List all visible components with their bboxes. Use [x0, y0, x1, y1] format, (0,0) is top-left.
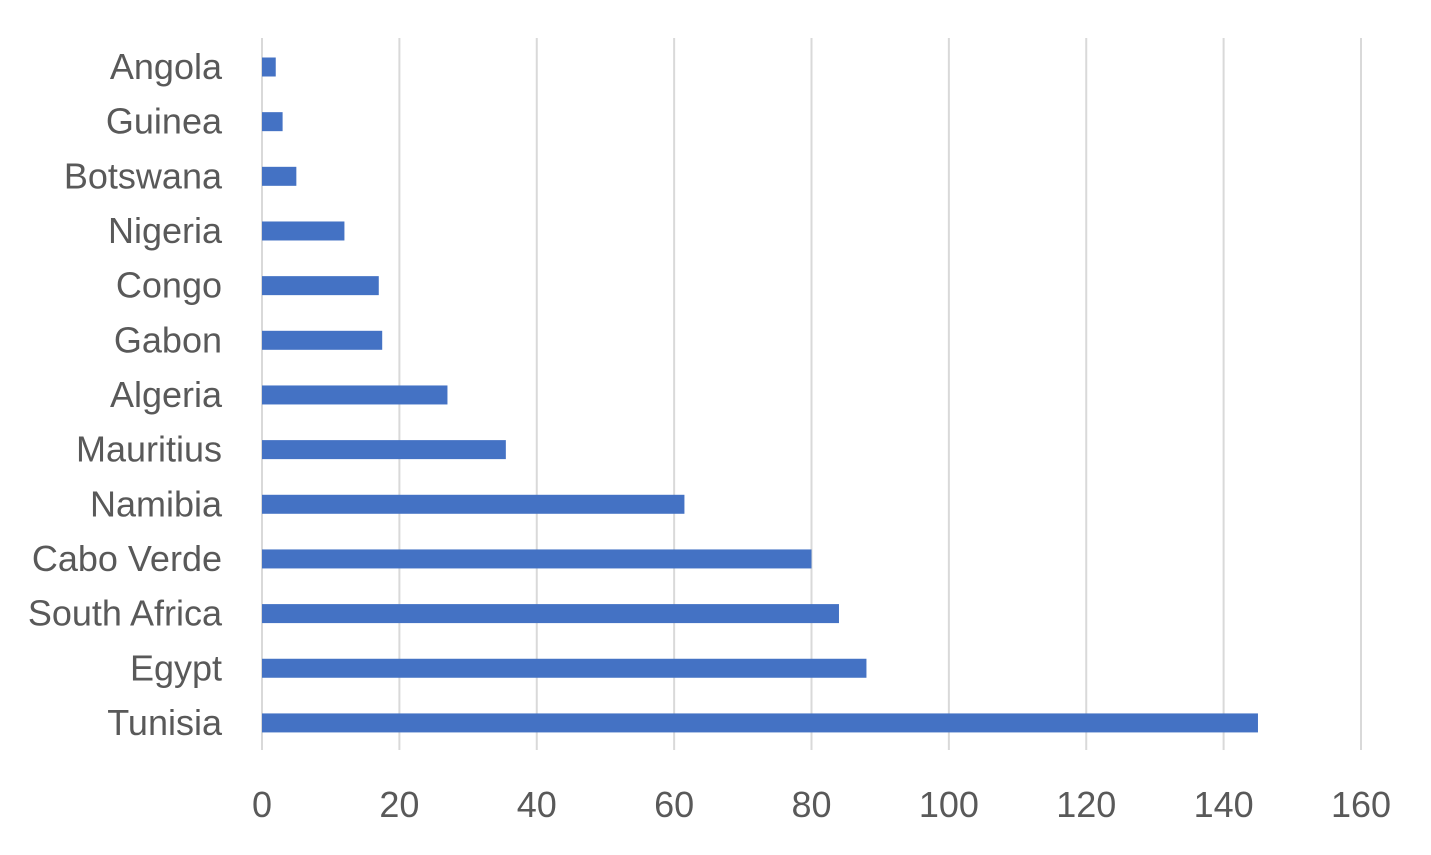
bar-nigeria: [262, 221, 345, 241]
bar-gabon: [262, 330, 383, 350]
x-tick-label: 40: [517, 784, 557, 825]
x-tick-label: 80: [791, 784, 831, 825]
bar-guinea: [262, 112, 283, 132]
category-label: Namibia: [90, 483, 223, 524]
x-tick-label: 160: [1331, 784, 1391, 825]
x-tick-label: 140: [1194, 784, 1254, 825]
bar-cabo-verde: [262, 549, 812, 569]
category-label: Egypt: [130, 647, 222, 688]
category-label: Mauritius: [76, 429, 222, 470]
x-axis-tick-labels: 0 20 40 60 80 100 120 140 160: [252, 784, 1391, 825]
category-label: Algeria: [110, 374, 223, 415]
bar-botswana: [262, 166, 297, 186]
bar-egypt: [262, 658, 867, 678]
bars: [262, 57, 1258, 733]
category-label: Nigeria: [108, 210, 223, 251]
x-tick-label: 20: [379, 784, 419, 825]
bar-namibia: [262, 494, 685, 514]
x-tick-label: 100: [919, 784, 979, 825]
bar-congo: [262, 276, 379, 296]
category-label: South Africa: [28, 593, 223, 634]
category-label: Botswana: [64, 155, 223, 196]
bar-south-africa: [262, 604, 839, 624]
category-label: Gabon: [114, 319, 222, 360]
category-label: Guinea: [106, 101, 223, 142]
category-label: Congo: [116, 265, 222, 306]
category-label: Cabo Verde: [32, 538, 222, 579]
gridlines: [261, 38, 1362, 750]
x-tick-label: 0: [252, 784, 272, 825]
category-labels: Angola Guinea Botswana Nigeria Congo Gabon Alg…: [28, 46, 223, 743]
x-tick-label: 120: [1056, 784, 1116, 825]
bar-algeria: [262, 385, 448, 405]
x-tick-label: 60: [654, 784, 694, 825]
category-label: Tunisia: [107, 702, 223, 743]
bar-angola: [262, 57, 276, 77]
category-label: Angola: [110, 46, 223, 87]
bar-mauritius: [262, 440, 506, 460]
bar-tunisia: [262, 713, 1258, 733]
